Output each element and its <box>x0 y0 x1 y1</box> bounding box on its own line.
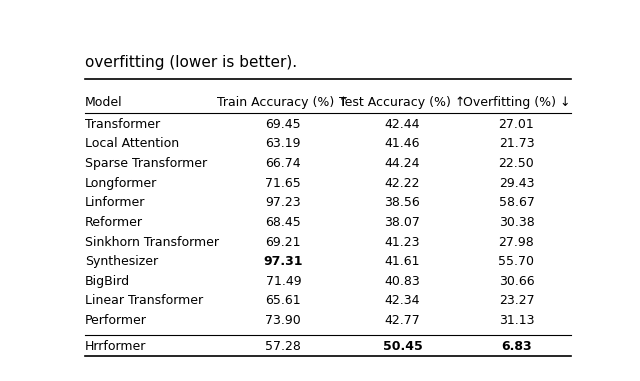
Text: Linear Transformer: Linear Transformer <box>85 295 203 307</box>
Text: Sparse Transformer: Sparse Transformer <box>85 157 207 170</box>
Text: 31.13: 31.13 <box>499 314 534 327</box>
Text: 27.98: 27.98 <box>499 235 534 248</box>
Text: Linformer: Linformer <box>85 196 145 209</box>
Text: 57.28: 57.28 <box>266 340 301 353</box>
Text: 30.38: 30.38 <box>499 216 534 229</box>
Text: 41.23: 41.23 <box>385 235 420 248</box>
Text: Model: Model <box>85 96 123 109</box>
Text: Transformer: Transformer <box>85 118 160 131</box>
Text: Synthesizer: Synthesizer <box>85 255 158 268</box>
Text: Hrrformer: Hrrformer <box>85 340 147 353</box>
Text: 97.31: 97.31 <box>264 255 303 268</box>
Text: 55.70: 55.70 <box>499 255 534 268</box>
Text: 41.46: 41.46 <box>385 137 420 150</box>
Text: 21.73: 21.73 <box>499 137 534 150</box>
Text: 71.65: 71.65 <box>266 176 301 190</box>
Text: 6.83: 6.83 <box>501 340 532 353</box>
Text: 42.22: 42.22 <box>385 176 420 190</box>
Text: 69.45: 69.45 <box>266 118 301 131</box>
Text: 42.34: 42.34 <box>385 295 420 307</box>
Text: 40.83: 40.83 <box>385 275 420 288</box>
Text: 97.23: 97.23 <box>266 196 301 209</box>
Text: 38.07: 38.07 <box>385 216 420 229</box>
Text: 63.19: 63.19 <box>266 137 301 150</box>
Text: 50.45: 50.45 <box>383 340 422 353</box>
Text: 73.90: 73.90 <box>266 314 301 327</box>
Text: 68.45: 68.45 <box>266 216 301 229</box>
Text: Overfitting (%) ↓: Overfitting (%) ↓ <box>463 96 570 109</box>
Text: Longformer: Longformer <box>85 176 157 190</box>
Text: 27.01: 27.01 <box>499 118 534 131</box>
Text: 23.27: 23.27 <box>499 295 534 307</box>
Text: Train Accuracy (%) ↑: Train Accuracy (%) ↑ <box>218 96 349 109</box>
Text: 29.43: 29.43 <box>499 176 534 190</box>
Text: 42.77: 42.77 <box>385 314 420 327</box>
Text: 42.44: 42.44 <box>385 118 420 131</box>
Text: Test Accuracy (%) ↑: Test Accuracy (%) ↑ <box>339 96 465 109</box>
Text: overfitting (lower is better).: overfitting (lower is better). <box>85 54 297 69</box>
Text: 44.24: 44.24 <box>385 157 420 170</box>
Text: Local Attention: Local Attention <box>85 137 179 150</box>
Text: 30.66: 30.66 <box>499 275 534 288</box>
Text: 41.61: 41.61 <box>385 255 420 268</box>
Text: Performer: Performer <box>85 314 147 327</box>
Text: 66.74: 66.74 <box>266 157 301 170</box>
Text: Sinkhorn Transformer: Sinkhorn Transformer <box>85 235 219 248</box>
Text: BigBird: BigBird <box>85 275 130 288</box>
Text: 38.56: 38.56 <box>385 196 420 209</box>
Text: Reformer: Reformer <box>85 216 143 229</box>
Text: 69.21: 69.21 <box>266 235 301 248</box>
Text: 58.67: 58.67 <box>499 196 534 209</box>
Text: 71.49: 71.49 <box>266 275 301 288</box>
Text: 22.50: 22.50 <box>499 157 534 170</box>
Text: 65.61: 65.61 <box>266 295 301 307</box>
